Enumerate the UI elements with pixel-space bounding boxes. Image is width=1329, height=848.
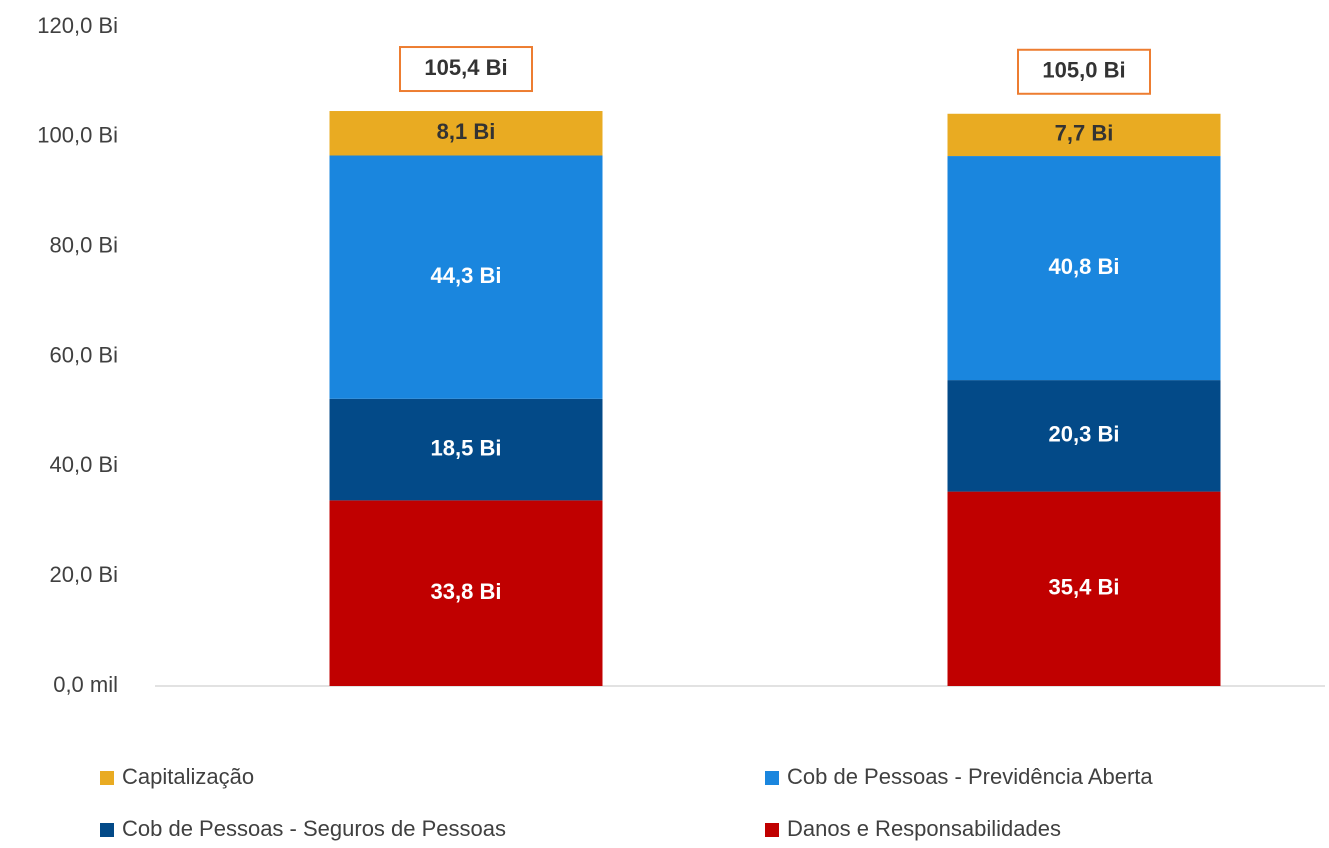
total-label: 105,0 Bi xyxy=(1042,58,1125,83)
data-label: 40,8 Bi xyxy=(1049,254,1120,279)
legend-swatch xyxy=(765,823,779,837)
bar-segment xyxy=(947,491,1221,686)
legend-swatch xyxy=(765,771,779,785)
y-tick-label: 80,0 Bi xyxy=(50,232,119,257)
y-tick-label: 100,0 Bi xyxy=(37,123,118,148)
bar-segment xyxy=(329,398,603,501)
bar-segment xyxy=(329,155,603,399)
bar-segment xyxy=(947,380,1221,492)
bar-segment xyxy=(329,111,603,156)
total-box xyxy=(1017,48,1151,95)
total-label: 105,4 Bi xyxy=(424,55,507,80)
data-label: 44,3 Bi xyxy=(431,263,502,288)
data-label: 33,8 Bi xyxy=(431,579,502,604)
bar-segment xyxy=(947,156,1221,381)
legend-swatch xyxy=(100,823,114,837)
legend-label: Cob de Pessoas - Previdência Aberta xyxy=(787,764,1153,789)
data-label: 20,3 Bi xyxy=(1049,422,1120,447)
bar-segment xyxy=(947,113,1221,157)
legend-swatch xyxy=(100,771,114,785)
legend-label: Danos e Responsabilidades xyxy=(787,816,1061,841)
y-tick-label: 40,0 Bi xyxy=(50,452,119,477)
legend-label: Cob de Pessoas - Seguros de Pessoas xyxy=(122,816,506,841)
legend-label: Capitalização xyxy=(122,764,254,789)
y-tick-label: 20,0 Bi xyxy=(50,562,119,587)
data-label: 8,1 Bi xyxy=(437,119,496,144)
bar-segment xyxy=(329,500,603,686)
data-label: 18,5 Bi xyxy=(431,435,502,460)
y-tick-label: 120,0 Bi xyxy=(37,13,118,38)
y-tick-label: 0,0 mil xyxy=(53,672,118,697)
y-tick-label: 60,0 Bi xyxy=(50,342,119,367)
total-box xyxy=(399,46,533,93)
data-label: 35,4 Bi xyxy=(1049,575,1120,600)
data-label: 7,7 Bi xyxy=(1055,121,1114,146)
